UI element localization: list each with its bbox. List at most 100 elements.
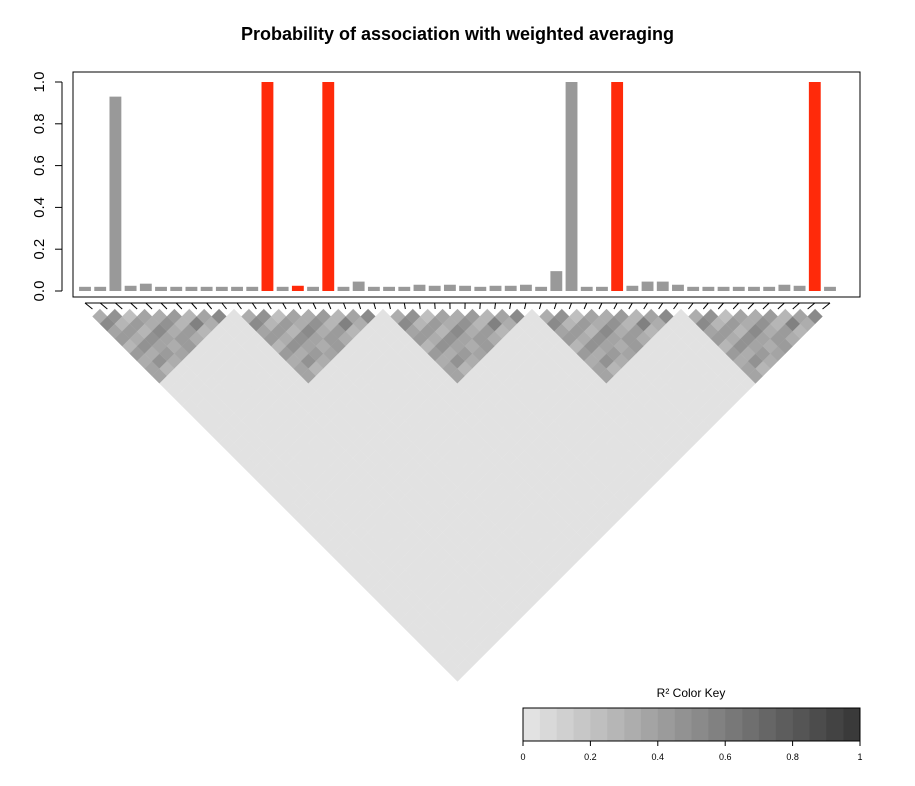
bar <box>139 283 152 291</box>
color-key-swatch <box>573 708 591 741</box>
color-key-tick-label: 0.2 <box>584 752 597 762</box>
color-key-swatch <box>607 708 625 741</box>
y-tick-label: 0.0 <box>31 281 48 302</box>
bar <box>717 286 730 291</box>
association-bar-chart: 0.0 0.2 0.4 0.6 0.8 1.0 <box>31 71 861 302</box>
bar <box>519 284 532 291</box>
bar <box>215 286 228 291</box>
bar <box>793 285 806 291</box>
snp-tick <box>583 302 588 310</box>
snp-tick <box>747 302 755 310</box>
snp-tick <box>145 302 153 310</box>
bar <box>778 284 791 291</box>
snp-tick <box>688 302 694 310</box>
color-key-swatch <box>758 708 777 741</box>
bar <box>200 286 213 291</box>
snp-tick <box>130 302 138 310</box>
snp-tick <box>236 302 242 310</box>
snp-tick <box>343 302 347 310</box>
y-tick-label: 0.8 <box>31 113 48 134</box>
bar <box>474 286 487 291</box>
bar <box>352 281 365 291</box>
color-key-swatch <box>539 708 557 741</box>
snp-tick <box>221 302 227 310</box>
snp-tick <box>509 302 512 310</box>
color-key-swatch <box>691 708 709 741</box>
color-key-tick-label: 0.4 <box>652 752 665 762</box>
bar <box>550 271 563 291</box>
bar <box>185 286 198 291</box>
bar <box>79 286 91 291</box>
color-key-swatch <box>640 708 659 741</box>
bar <box>307 286 319 291</box>
chart-title: Probability of association with weighted… <box>241 24 674 44</box>
snp-tick <box>115 302 123 310</box>
bar <box>322 82 335 291</box>
snp-tick <box>524 302 527 310</box>
color-key-swatch <box>708 708 726 741</box>
bar <box>504 285 517 291</box>
bar <box>246 286 259 291</box>
bar <box>580 286 593 291</box>
bar <box>124 285 137 291</box>
plot-frame <box>72 71 861 298</box>
snp-tick <box>673 302 679 310</box>
snp-tick <box>628 302 633 310</box>
bar <box>748 286 760 291</box>
snp-position-axis <box>84 302 831 310</box>
snp-tick <box>99 302 108 310</box>
color-key-tick-label: 0.6 <box>719 752 732 762</box>
snp-tick <box>598 302 603 310</box>
snp-tick <box>658 302 664 310</box>
snp-tick <box>388 302 391 310</box>
bar <box>428 285 441 291</box>
bar <box>565 82 578 291</box>
bar <box>261 82 274 291</box>
bar <box>337 286 350 291</box>
bar-series <box>79 82 836 291</box>
color-key-swatch <box>775 708 793 741</box>
color-key-swatch <box>657 708 675 741</box>
snp-tick <box>643 302 648 310</box>
bar <box>459 285 472 291</box>
color-key-swatch <box>556 708 574 741</box>
y-axis: 0.0 0.2 0.4 0.6 0.8 1.0 <box>31 72 63 302</box>
snp-tick <box>568 302 572 310</box>
bar <box>672 284 684 291</box>
snp-tick <box>191 302 198 310</box>
snp-tick <box>327 302 332 310</box>
snp-tick <box>282 302 287 310</box>
snp-tick <box>403 302 406 310</box>
color-key-swatch <box>809 708 827 741</box>
snp-tick <box>792 302 800 310</box>
bar <box>291 285 304 291</box>
color-key-swatch <box>624 708 642 741</box>
bar <box>443 284 456 291</box>
bar <box>808 82 821 291</box>
color-key-swatch <box>725 708 743 741</box>
snp-tick <box>312 302 317 310</box>
bar <box>413 284 426 291</box>
bar <box>656 281 669 291</box>
color-key-swatch <box>843 708 861 741</box>
bar <box>94 286 107 291</box>
color-key-title: R² Color Key <box>657 686 726 700</box>
snp-tick <box>613 302 618 310</box>
snp-tick <box>84 302 93 310</box>
bar <box>367 286 380 291</box>
ld-heatmap <box>92 308 823 682</box>
color-key-ticks: 0 0.2 0.4 0.6 0.8 1 <box>520 741 863 762</box>
y-tick-label: 1.0 <box>31 72 48 93</box>
r2-color-key: R² Color Key 0 0.2 0.4 0.6 0.8 1 <box>520 686 862 762</box>
bar <box>626 285 639 291</box>
snp-tick <box>538 302 542 310</box>
bar <box>155 286 167 291</box>
bar <box>763 286 776 291</box>
snp-tick <box>206 302 213 310</box>
snp-tick <box>418 302 421 310</box>
bar <box>824 286 836 291</box>
snp-tick <box>822 302 831 310</box>
snp-tick <box>732 302 740 310</box>
y-tick-label: 0.2 <box>31 239 48 260</box>
bar <box>611 82 624 291</box>
